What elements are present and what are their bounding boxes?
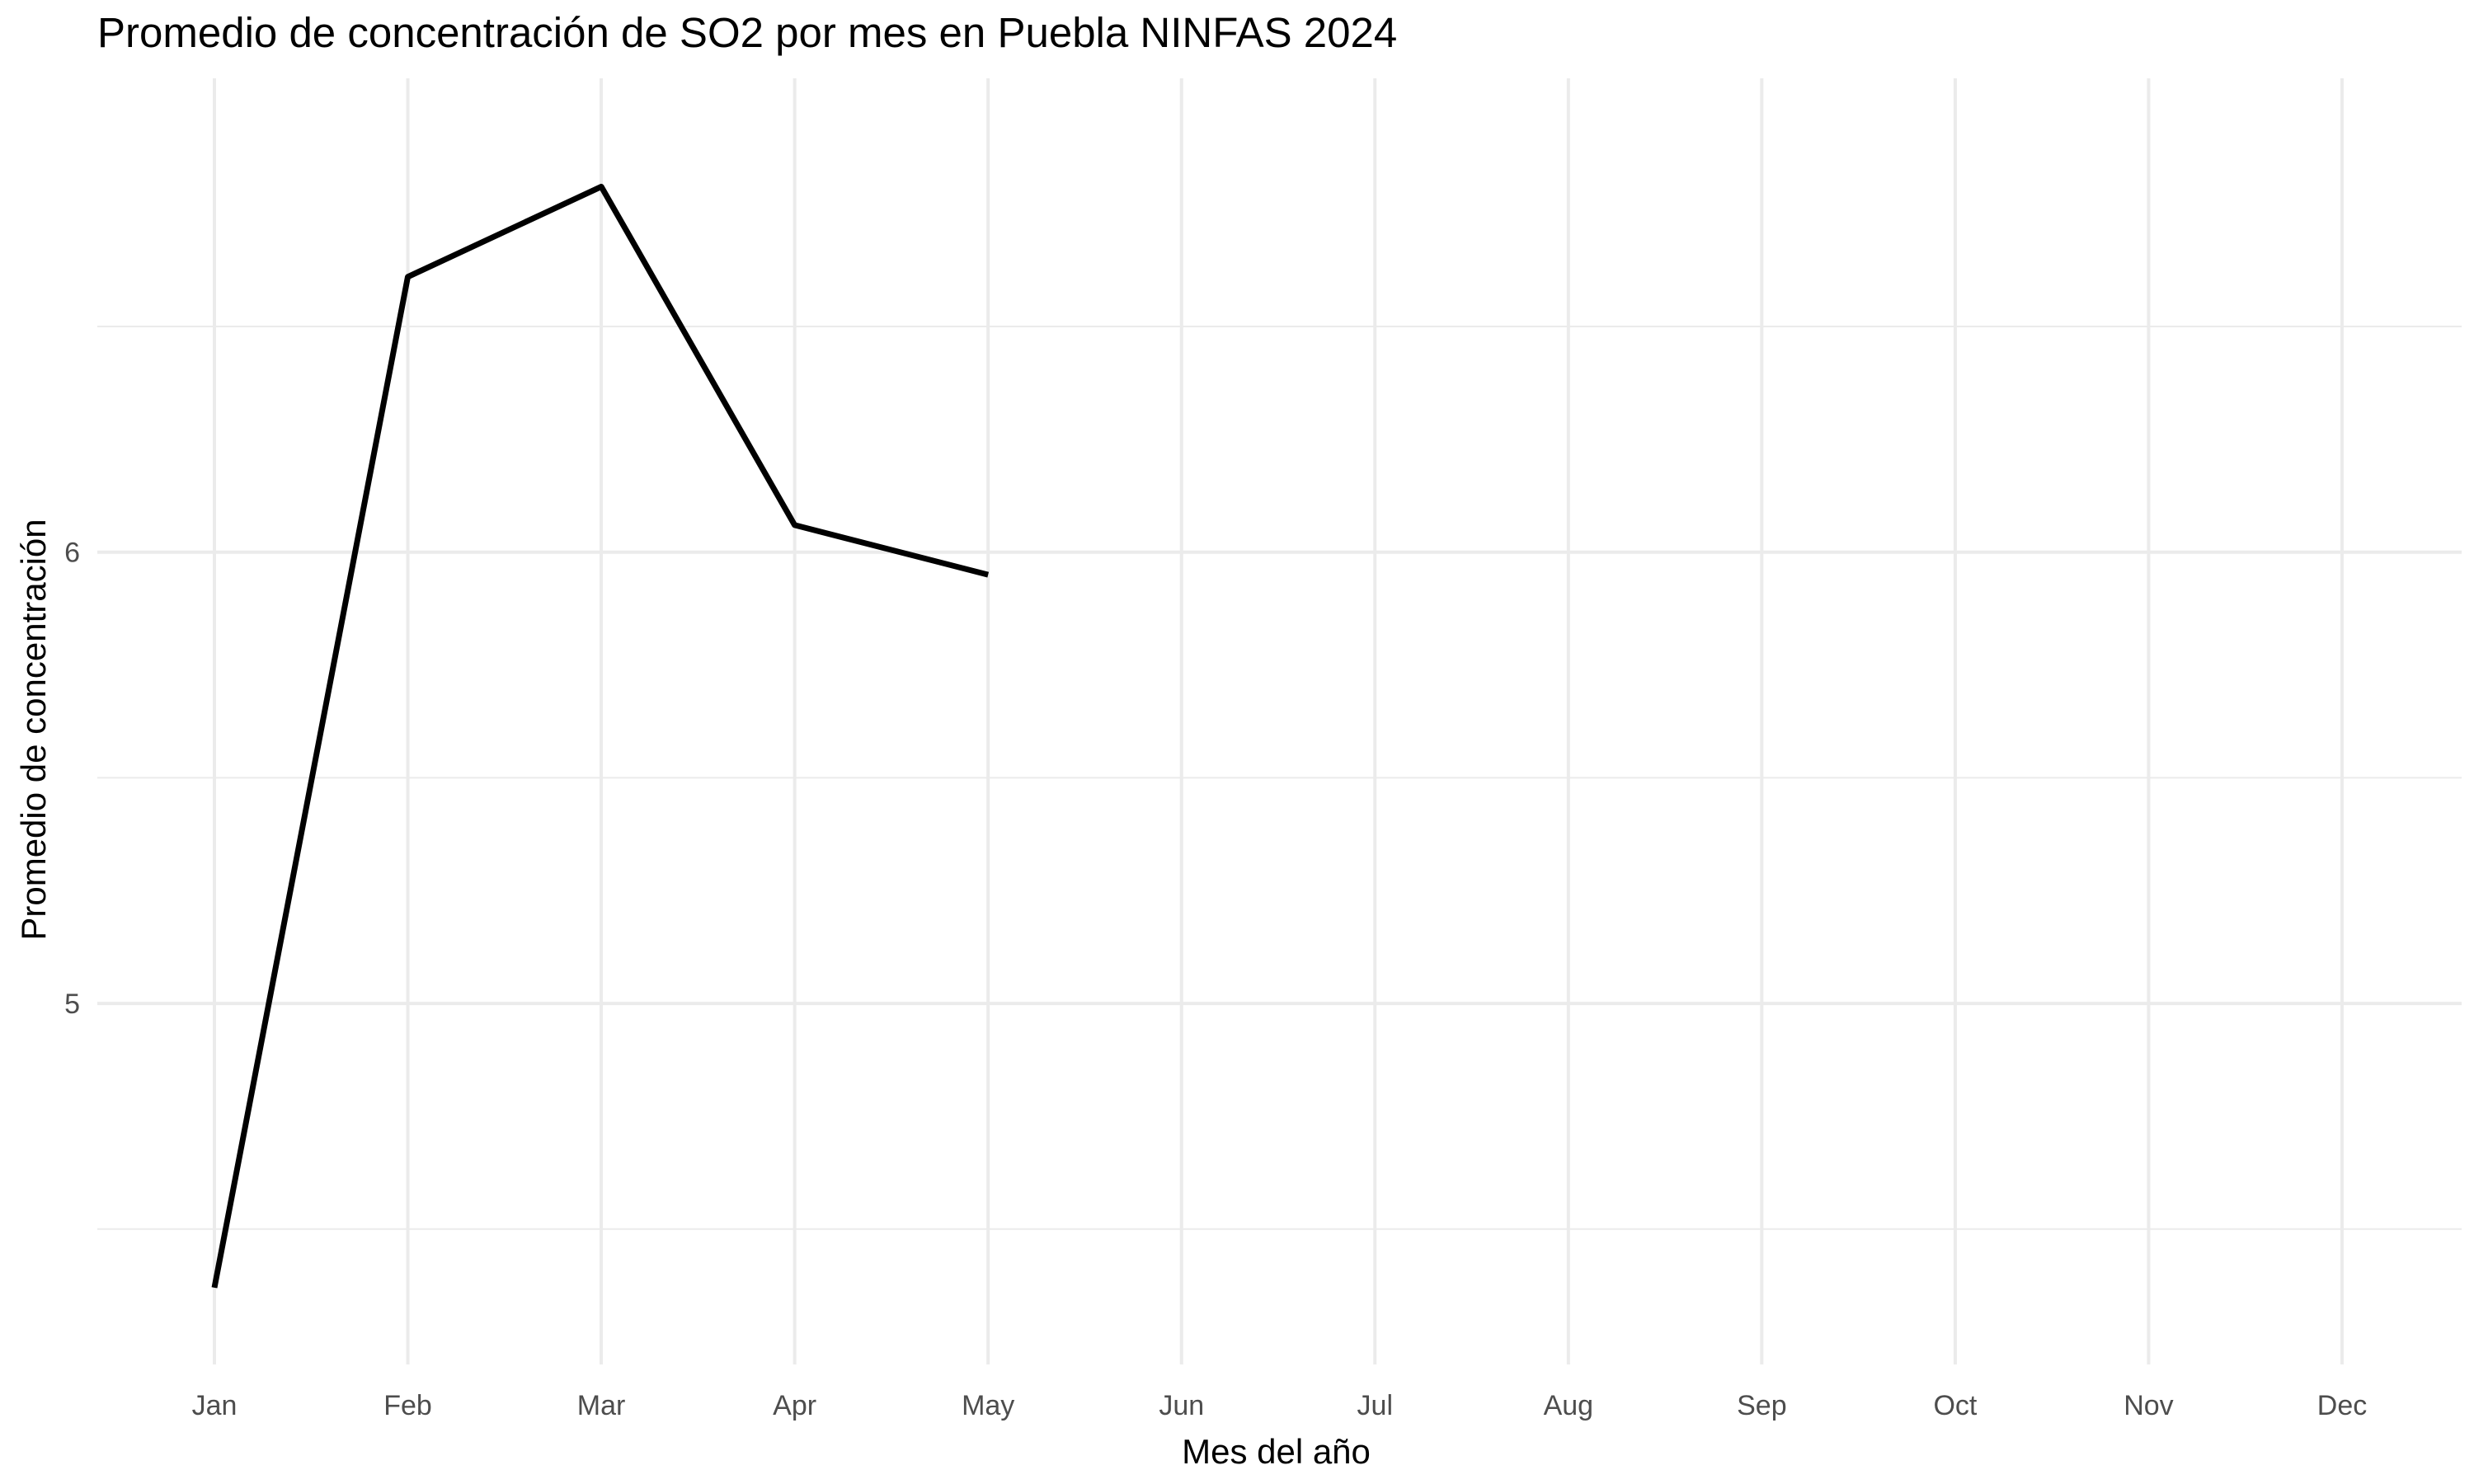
y-axis-title: Promedio de concentración: [14, 519, 53, 940]
x-tick-label: Aug: [1544, 1390, 1594, 1421]
x-tick-label: Jan: [192, 1390, 238, 1421]
x-axis-title: Mes del año: [1182, 1432, 1371, 1471]
x-tick-label: Jul: [1357, 1390, 1393, 1421]
x-tick-label: Jun: [1159, 1390, 1204, 1421]
x-tick-label: May: [962, 1390, 1014, 1421]
x-tick-label: Nov: [2124, 1390, 2173, 1421]
x-tick-label: Dec: [2317, 1390, 2367, 1421]
y-axis-tick-labels: 56: [64, 538, 80, 1020]
x-tick-label: Sep: [1737, 1390, 1787, 1421]
series-layer: [211, 183, 990, 1289]
minor-gridlines: [97, 326, 2462, 1230]
y-tick-label: 5: [64, 989, 80, 1020]
major-gridlines: [97, 78, 2462, 1364]
x-tick-label: Mar: [577, 1390, 626, 1421]
x-tick-label: Feb: [383, 1390, 432, 1421]
y-tick-label: 6: [64, 538, 80, 569]
x-tick-label: Apr: [773, 1390, 816, 1421]
chart-title: Promedio de concentración de SO2 por mes…: [97, 9, 1398, 56]
series-line: [211, 183, 990, 1289]
x-tick-label: Oct: [1933, 1390, 1977, 1421]
x-axis-tick-labels: Jan Feb Mar Apr May Jun Jul Aug Sep Oct Nov Dec: [192, 1390, 2368, 1421]
